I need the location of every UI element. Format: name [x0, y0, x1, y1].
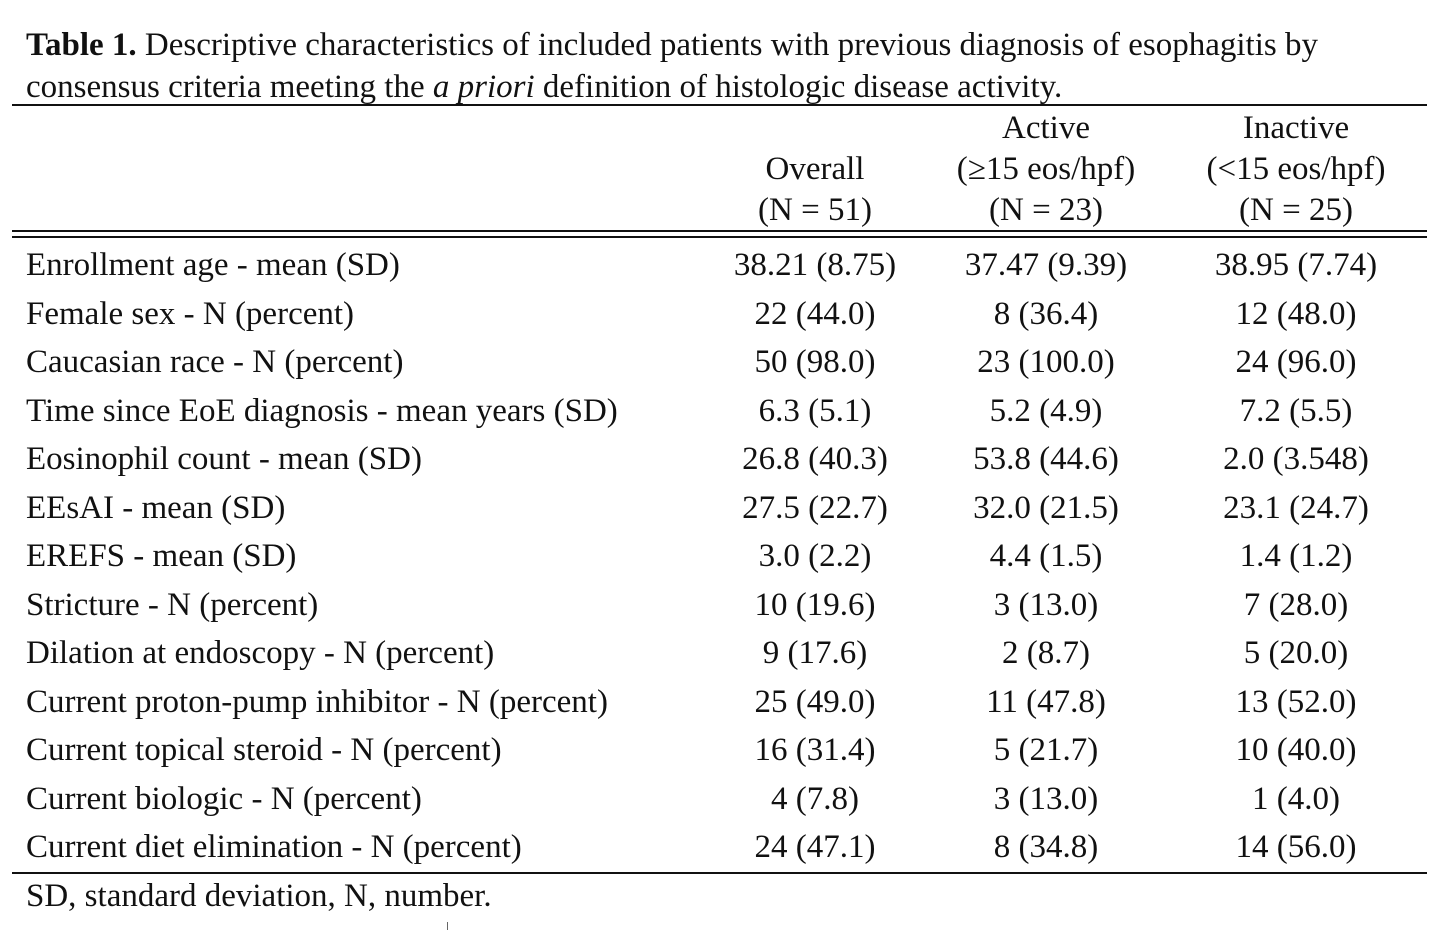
column-header-line: (≥15 eos/hpf) — [956, 151, 1136, 187]
row-label: Current biologic - N (percent) — [26, 780, 422, 817]
table-number: Table 1. — [26, 27, 137, 63]
row-label: Stricture - N (percent) — [26, 586, 319, 623]
table-row: Current biologic - N (percent) 4 (7.8) 3… — [0, 776, 1442, 825]
table-row: Eosinophil count - mean (SD) 26.8 (40.3)… — [0, 436, 1442, 485]
caption-text-part2: definition of histologic disease activit… — [534, 69, 1063, 105]
cell-inactive: 7.2 (5.5) — [1239, 392, 1353, 429]
cell-active: 4.4 (1.5) — [989, 538, 1103, 574]
cell-active: 11 (47.8) — [986, 683, 1106, 720]
cell-inactive: 23.1 (24.7) — [1223, 489, 1369, 526]
cell-overall: 16 (31.4) — [754, 732, 876, 768]
cell-inactive: 14 (56.0) — [1235, 829, 1357, 865]
table-row: Stricture - N (percent) 10 (19.6) 3 (13.… — [0, 582, 1442, 631]
cell-overall: 3.0 (2.2) — [758, 538, 872, 574]
cell-overall: 10 (19.6) — [754, 586, 876, 623]
cell-overall: 38.21 (8.75) — [733, 247, 897, 283]
column-header-line: (<15 eos/hpf) — [1206, 151, 1386, 187]
cell-active: 5 (21.7) — [993, 732, 1099, 768]
cell-inactive: 13 (52.0) — [1235, 683, 1357, 720]
cell-inactive: 1.4 (1.2) — [1239, 538, 1353, 574]
cell-inactive: 1 (4.0) — [1252, 780, 1340, 817]
row-label: Current proton-pump inhibitor - N (perce… — [26, 683, 608, 720]
table-row: Dilation at endoscopy - N (percent) 9 (1… — [0, 630, 1442, 679]
cell-overall: 26.8 (40.3) — [742, 441, 888, 477]
table-row: Enrollment age - mean (SD) 38.21 (8.75) … — [0, 242, 1442, 291]
cell-inactive: 24 (96.0) — [1235, 344, 1357, 380]
row-label: Female sex - N (percent) — [26, 295, 355, 332]
cell-inactive: 38.95 (7.74) — [1214, 247, 1378, 283]
top-rule — [12, 104, 1427, 106]
table-row: Current topical steroid - N (percent) 16… — [0, 727, 1442, 776]
cell-active: 3 (13.0) — [993, 780, 1099, 817]
row-label: Time since EoE diagnosis - mean years (S… — [26, 392, 618, 429]
table-row: Current proton-pump inhibitor - N (perce… — [0, 679, 1442, 728]
cell-active: 3 (13.0) — [993, 586, 1099, 623]
table-row: Female sex - N (percent) 22 (44.0) 8 (36… — [0, 291, 1442, 340]
column-header-line: Overall — [765, 151, 865, 187]
cell-overall: 50 (98.0) — [754, 344, 876, 380]
row-label: Current topical steroid - N (percent) — [26, 732, 502, 768]
cell-overall: 27.5 (22.7) — [742, 489, 888, 526]
cell-active: 37.47 (9.39) — [964, 247, 1128, 283]
table-row: EREFS - mean (SD) 3.0 (2.2) 4.4 (1.5) 1.… — [0, 533, 1442, 582]
row-label: EREFS - mean (SD) — [26, 538, 297, 574]
cell-overall: 9 (17.6) — [762, 635, 868, 671]
bottom-rule — [12, 872, 1427, 874]
page-artifact-tick — [447, 922, 448, 930]
row-label: Enrollment age - mean (SD) — [26, 247, 400, 283]
table-row: Current diet elimination - N (percent) 2… — [0, 824, 1442, 873]
caption-text-part1: Descriptive characteristics of included … — [26, 27, 1318, 105]
cell-overall: 4 (7.8) — [771, 780, 859, 817]
column-header-line: (N = 51) — [758, 192, 872, 228]
table-row: EEsAI - mean (SD) 27.5 (22.7) 32.0 (21.5… — [0, 485, 1442, 534]
column-header-line: Active — [1002, 110, 1090, 146]
cell-active: 2 (8.7) — [1002, 635, 1090, 671]
cell-active: 53.8 (44.6) — [973, 441, 1119, 477]
caption-text-italic: a priori — [432, 69, 535, 105]
row-label: Caucasian race - N (percent) — [26, 344, 404, 380]
cell-inactive: 10 (40.0) — [1235, 732, 1357, 768]
row-label: Current diet elimination - N (percent) — [26, 829, 522, 865]
cell-overall: 22 (44.0) — [754, 295, 876, 332]
column-header-line: (N = 23) — [989, 192, 1103, 228]
column-header-line — [715, 108, 915, 149]
table-row: Caucasian race - N (percent) 50 (98.0) 2… — [0, 339, 1442, 388]
cell-inactive: 5 (20.0) — [1243, 635, 1349, 671]
cell-overall: 25 (49.0) — [754, 683, 876, 720]
cell-active: 8 (36.4) — [993, 295, 1099, 332]
cell-inactive: 2.0 (3.548) — [1223, 441, 1369, 477]
row-label: Eosinophil count - mean (SD) — [26, 441, 422, 477]
column-header-inactive: Inactive (<15 eos/hpf) (N = 25) — [1196, 108, 1396, 231]
table-row: Time since EoE diagnosis - mean years (S… — [0, 388, 1442, 437]
column-header-line: (N = 25) — [1239, 192, 1353, 228]
column-header-line: Inactive — [1242, 110, 1350, 146]
cell-active: 8 (34.8) — [993, 829, 1099, 865]
cell-active: 23 (100.0) — [977, 344, 1115, 380]
cell-overall: 6.3 (5.1) — [758, 392, 872, 429]
header-double-rule — [12, 230, 1427, 238]
table-body: Enrollment age - mean (SD) 38.21 (8.75) … — [0, 242, 1442, 873]
column-header-overall: Overall (N = 51) — [715, 108, 915, 231]
column-header-active: Active (≥15 eos/hpf) (N = 23) — [946, 108, 1146, 231]
cell-inactive: 7 (28.0) — [1243, 586, 1349, 623]
row-label: EEsAI - mean (SD) — [26, 489, 286, 526]
cell-overall: 24 (47.1) — [754, 829, 876, 865]
table-footnote: SD, standard deviation, N, number. — [26, 878, 492, 914]
cell-inactive: 12 (48.0) — [1235, 295, 1357, 332]
cell-active: 32.0 (21.5) — [973, 489, 1119, 526]
table-caption: Table 1. Descriptive characteristics of … — [26, 24, 1426, 108]
row-label: Dilation at endoscopy - N (percent) — [26, 635, 495, 671]
cell-active: 5.2 (4.9) — [989, 392, 1103, 429]
